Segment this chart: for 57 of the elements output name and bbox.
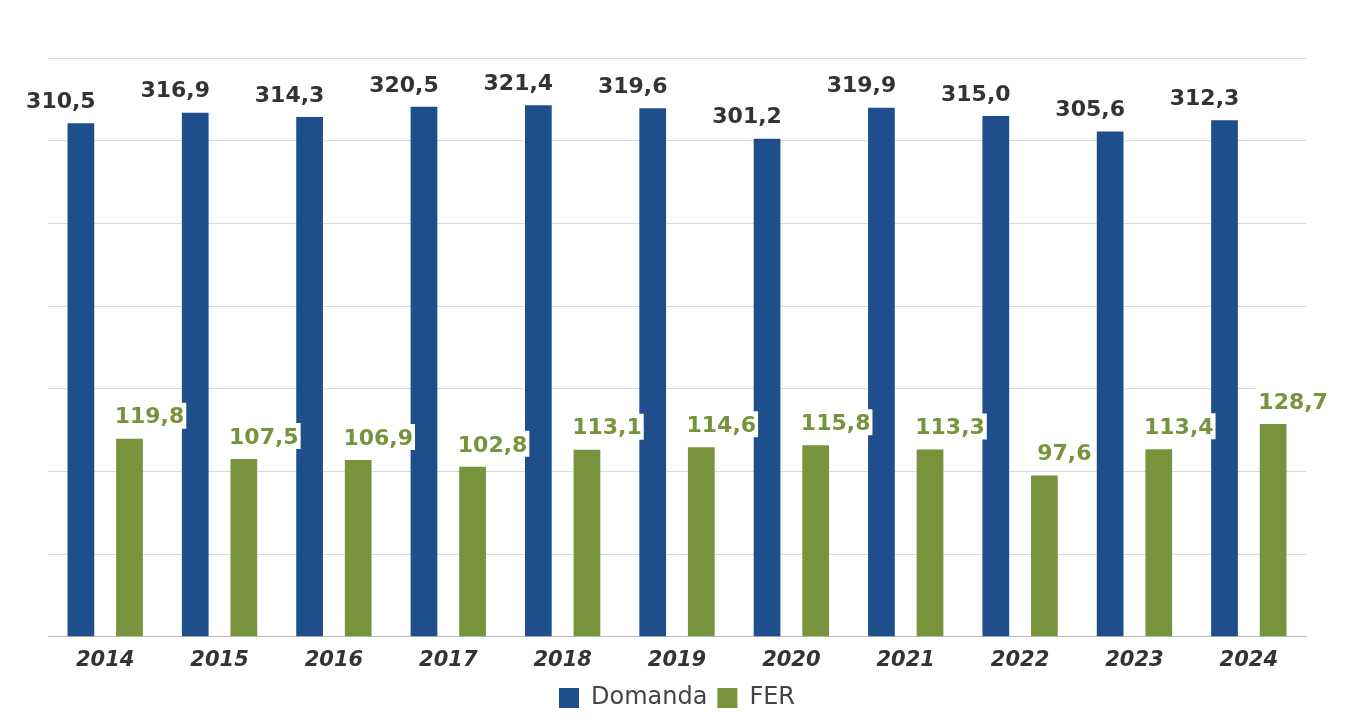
bar xyxy=(410,106,438,637)
data-label: 128,7 xyxy=(1258,388,1328,414)
bar xyxy=(868,107,895,637)
x-tick-label: 2017 xyxy=(419,646,478,671)
data-label: 102,8 xyxy=(457,431,528,457)
bar xyxy=(802,445,830,637)
bar xyxy=(753,138,781,637)
bar xyxy=(296,117,323,637)
x-tick-label: 2016 xyxy=(304,646,364,671)
data-label: 114,6 xyxy=(686,412,757,437)
legend-label: FER xyxy=(749,682,796,711)
data-label: 113,1 xyxy=(572,414,642,440)
data-label: 106,9 xyxy=(343,424,414,450)
data-label: 113,3 xyxy=(915,414,985,440)
data-label: 115,8 xyxy=(800,410,871,436)
bar xyxy=(916,449,944,637)
data-label: 113,4 xyxy=(1143,413,1214,439)
data-label: 107,5 xyxy=(229,423,299,449)
bar xyxy=(524,105,552,637)
data-label: 319,6 xyxy=(597,72,668,98)
x-tick-label: 2014 xyxy=(75,646,135,671)
x-tick-label: 2015 xyxy=(190,646,249,671)
x-tick-label: 2022 xyxy=(990,646,1050,671)
data-label: 97,6 xyxy=(1037,440,1092,466)
data-label: 321,4 xyxy=(483,70,554,96)
bar xyxy=(1145,449,1173,637)
bar xyxy=(181,112,209,637)
bar xyxy=(230,459,258,637)
bar xyxy=(1031,475,1058,637)
bar xyxy=(1259,423,1287,637)
data-label: 312,3 xyxy=(1169,85,1240,111)
x-tick-label: 2018 xyxy=(533,646,592,671)
data-label: 310,5 xyxy=(26,88,96,114)
bar xyxy=(67,123,95,637)
bar xyxy=(639,108,667,637)
legend-label: Domanda xyxy=(590,682,708,711)
x-tick-label: 2023 xyxy=(1105,646,1164,671)
data-label: 316,9 xyxy=(140,77,211,103)
data-label: 315,0 xyxy=(940,80,1011,106)
data-label: 319,9 xyxy=(826,72,897,98)
x-tick-label: 2024 xyxy=(1219,646,1279,671)
bar xyxy=(116,438,143,637)
data-label: 301,2 xyxy=(712,103,782,129)
data-label: 305,6 xyxy=(1055,96,1125,122)
bar xyxy=(687,447,715,637)
x-tick-label: 2020 xyxy=(762,646,821,671)
bar xyxy=(459,466,486,637)
data-label: 119,8 xyxy=(114,403,185,429)
data-label: 314,3 xyxy=(254,81,325,107)
x-tick-label: 2019 xyxy=(647,646,707,671)
bar xyxy=(573,449,601,637)
bar xyxy=(344,460,372,637)
bar xyxy=(1211,120,1238,637)
bar xyxy=(982,115,1010,637)
x-tick-label: 2021 xyxy=(876,646,935,671)
data-label: 320,5 xyxy=(369,71,439,97)
bar xyxy=(1096,131,1124,637)
